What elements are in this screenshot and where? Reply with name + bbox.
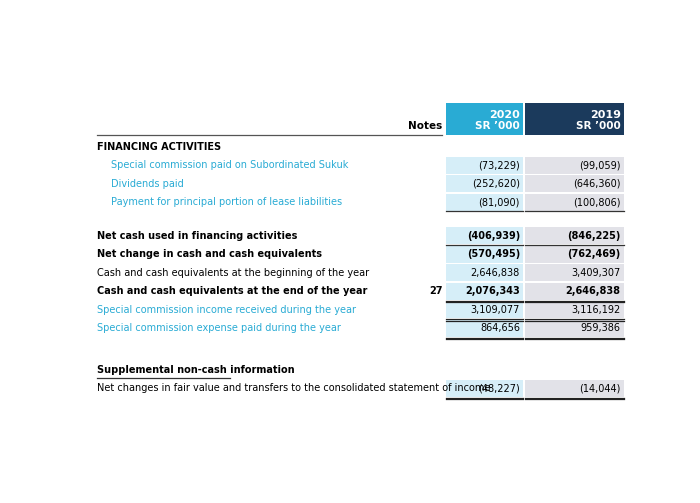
Text: (846,225): (846,225) xyxy=(567,231,621,241)
Text: 3,116,192: 3,116,192 xyxy=(571,305,621,315)
Text: Special commission paid on Subordinated Sukuk: Special commission paid on Subordinated … xyxy=(111,160,348,170)
Text: 2019: 2019 xyxy=(589,110,621,120)
Text: SR ’000: SR ’000 xyxy=(475,121,520,131)
Text: (81,090): (81,090) xyxy=(479,197,520,207)
Bar xyxy=(446,103,523,135)
Bar xyxy=(446,265,523,281)
Bar xyxy=(526,227,624,244)
Text: Cash and cash equivalents at the end of the year: Cash and cash equivalents at the end of … xyxy=(97,286,368,296)
Text: 3,409,307: 3,409,307 xyxy=(571,268,621,278)
Bar xyxy=(526,380,624,397)
Bar xyxy=(446,283,523,300)
Text: (570,495): (570,495) xyxy=(467,249,520,260)
Text: SR ’000: SR ’000 xyxy=(576,121,621,131)
Text: (252,620): (252,620) xyxy=(472,179,520,189)
Text: 2,646,838: 2,646,838 xyxy=(566,286,621,296)
Bar xyxy=(526,246,624,263)
Bar xyxy=(446,301,523,318)
Bar xyxy=(446,194,523,211)
Text: Special commission expense paid during the year: Special commission expense paid during t… xyxy=(97,323,341,333)
Bar xyxy=(446,320,523,337)
Text: (14,044): (14,044) xyxy=(580,383,621,393)
Text: (73,229): (73,229) xyxy=(478,160,520,170)
Bar xyxy=(526,156,624,174)
Text: Dividends paid: Dividends paid xyxy=(111,179,183,189)
Text: 2,076,343: 2,076,343 xyxy=(466,286,520,296)
Text: 2,646,838: 2,646,838 xyxy=(470,268,520,278)
Text: (406,939): (406,939) xyxy=(467,231,520,241)
Text: Notes: Notes xyxy=(408,121,442,131)
Text: 959,386: 959,386 xyxy=(581,323,621,333)
Bar xyxy=(526,265,624,281)
Text: 2020: 2020 xyxy=(489,110,520,120)
Text: Net cash used in financing activities: Net cash used in financing activities xyxy=(97,231,298,241)
Text: Payment for principal portion of lease liabilities: Payment for principal portion of lease l… xyxy=(111,197,342,207)
Text: 27: 27 xyxy=(429,286,442,296)
Text: (99,059): (99,059) xyxy=(579,160,621,170)
Text: (48,227): (48,227) xyxy=(478,383,520,393)
Text: Net change in cash and cash equivalents: Net change in cash and cash equivalents xyxy=(97,249,322,260)
Text: 864,656: 864,656 xyxy=(480,323,520,333)
Bar xyxy=(526,103,624,135)
Text: Supplemental non-cash information: Supplemental non-cash information xyxy=(97,365,295,375)
Text: (762,469): (762,469) xyxy=(568,249,621,260)
Bar xyxy=(526,301,624,318)
Text: (100,806): (100,806) xyxy=(573,197,621,207)
Text: Cash and cash equivalents at the beginning of the year: Cash and cash equivalents at the beginni… xyxy=(97,268,369,278)
Text: 3,109,077: 3,109,077 xyxy=(470,305,520,315)
Text: FINANCING ACTIVITIES: FINANCING ACTIVITIES xyxy=(97,142,221,151)
Bar xyxy=(446,156,523,174)
Bar xyxy=(446,246,523,263)
Text: Special commission income received during the year: Special commission income received durin… xyxy=(97,305,356,315)
Bar xyxy=(526,194,624,211)
Bar xyxy=(446,175,523,192)
Bar xyxy=(526,320,624,337)
Bar xyxy=(446,227,523,244)
Bar xyxy=(526,175,624,192)
Bar xyxy=(526,283,624,300)
Text: Net changes in fair value and transfers to the consolidated statement of income: Net changes in fair value and transfers … xyxy=(97,383,490,393)
Text: (646,360): (646,360) xyxy=(573,179,621,189)
Bar xyxy=(446,380,523,397)
